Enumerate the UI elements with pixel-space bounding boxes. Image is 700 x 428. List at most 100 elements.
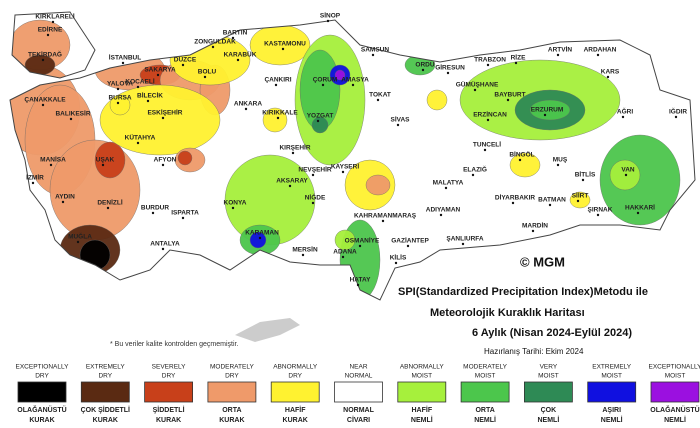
city-label: DENİZLİ bbox=[97, 199, 122, 207]
city-label: BURSA bbox=[108, 95, 131, 102]
legend-tr: NORMAL bbox=[343, 407, 374, 414]
city-label: GÜMÜŞHANE bbox=[456, 80, 499, 89]
city-label: BİLECİK bbox=[137, 92, 163, 100]
city-dot bbox=[244, 107, 248, 111]
legend-swatch bbox=[460, 381, 510, 403]
city-label: TEKİRDAĞ bbox=[28, 50, 62, 59]
city-label: SİVAS bbox=[390, 116, 410, 124]
city-dot bbox=[446, 71, 450, 75]
legend-en: ABNORMALLY bbox=[400, 364, 445, 371]
city-dot bbox=[136, 85, 140, 89]
city-dot bbox=[231, 36, 235, 40]
city-dot bbox=[471, 173, 475, 177]
city-label: SAKARYA bbox=[144, 67, 176, 74]
drought-area bbox=[262, 107, 288, 133]
drought-area bbox=[426, 89, 448, 111]
legend-swatch bbox=[17, 381, 67, 403]
legend-en: DRY bbox=[98, 373, 112, 380]
city-dot bbox=[311, 173, 315, 177]
city-dot bbox=[101, 163, 105, 167]
city-label: TRABZON bbox=[474, 57, 506, 64]
city-label: YOZGAT bbox=[307, 113, 334, 120]
city-label: KARABÜK bbox=[224, 50, 257, 59]
drought-area bbox=[334, 229, 356, 251]
legend-tr: CİVARI bbox=[347, 416, 370, 424]
prepared-date: Hazırlanış Tarihi: Ekim 2024 bbox=[484, 347, 584, 356]
city-label: SAMSUN bbox=[361, 47, 389, 54]
drought-area bbox=[49, 139, 141, 241]
legend-tr: NEMLİ bbox=[538, 416, 560, 424]
city-dot bbox=[596, 53, 600, 57]
city-dot bbox=[161, 163, 165, 167]
city-label: TOKAT bbox=[369, 92, 391, 99]
city-dot bbox=[106, 206, 110, 210]
city-dot bbox=[381, 219, 385, 223]
city-dot bbox=[46, 33, 50, 37]
city-label: BİNGÖL bbox=[509, 150, 534, 159]
city-dot bbox=[316, 119, 320, 123]
city-dot bbox=[439, 213, 443, 217]
city-dot bbox=[49, 163, 53, 167]
city-label: AMASYA bbox=[341, 77, 369, 84]
city-label: SİİRT bbox=[572, 192, 589, 200]
legend-swatch bbox=[144, 381, 194, 403]
legend-tr: HAFİF bbox=[285, 406, 306, 414]
city-label: ADANA bbox=[333, 249, 357, 256]
legend-en: DRY bbox=[162, 373, 176, 380]
city-label: KASTAMONU bbox=[264, 41, 306, 48]
city-dot bbox=[136, 141, 140, 145]
city-label: BURDUR bbox=[141, 205, 169, 212]
city-dot bbox=[311, 201, 315, 205]
city-dot bbox=[161, 247, 165, 251]
legend-en: SEVERELY bbox=[152, 364, 187, 371]
city-label: ANTALYA bbox=[150, 241, 180, 248]
city-label: KONYA bbox=[224, 200, 247, 207]
city-label: KAHRAMANMARAŞ bbox=[354, 213, 417, 220]
city-dot bbox=[483, 148, 487, 152]
city-dot bbox=[356, 283, 360, 287]
city-dot bbox=[621, 115, 625, 119]
city-label: ÇANAKKALE bbox=[24, 97, 66, 104]
legend-tr: KURAK bbox=[219, 417, 244, 424]
city-label: EDİRNE bbox=[38, 26, 63, 34]
city-label: BARTIN bbox=[223, 30, 248, 37]
drought-area bbox=[109, 94, 131, 116]
city-label: DİYARBAKIR bbox=[495, 194, 536, 202]
city-dot bbox=[351, 83, 355, 87]
legend-en: VERY bbox=[540, 364, 558, 371]
legend-swatch bbox=[650, 381, 700, 403]
city-label: ZONGULDAK bbox=[194, 39, 236, 46]
city-label: ELAZIĞ bbox=[463, 165, 487, 174]
city-dot bbox=[674, 115, 678, 119]
legend-en: EXTREMELY bbox=[592, 364, 632, 371]
legend-tr: KURAK bbox=[283, 417, 308, 424]
city-dot bbox=[341, 255, 345, 259]
city-dot bbox=[31, 181, 35, 185]
city-label: MUĞLA bbox=[68, 232, 92, 241]
city-label: MUŞ bbox=[553, 157, 568, 164]
city-dot bbox=[624, 173, 628, 177]
city-dot bbox=[321, 83, 325, 87]
city-dot bbox=[76, 240, 80, 244]
city-label: ŞIRNAK bbox=[588, 207, 613, 214]
drought-area bbox=[529, 99, 571, 121]
drought-area bbox=[509, 152, 541, 178]
city-dot bbox=[394, 261, 398, 265]
legend-en: ABNORMALLY bbox=[273, 364, 318, 371]
city-label: ERZURUM bbox=[531, 107, 564, 114]
legend-swatch bbox=[270, 381, 320, 403]
city-dot bbox=[69, 117, 73, 121]
city-dot bbox=[291, 151, 295, 155]
city-label: SİNOP bbox=[320, 12, 341, 20]
city-label: ERZİNCAN bbox=[473, 111, 507, 119]
city-dot bbox=[41, 103, 45, 107]
city-dot bbox=[203, 75, 207, 79]
city-label: ANKARA bbox=[234, 101, 262, 108]
city-label: MARDİN bbox=[522, 222, 548, 230]
drought-area bbox=[334, 69, 346, 81]
city-dot bbox=[51, 20, 55, 24]
city-dot bbox=[371, 53, 375, 57]
city-dot bbox=[211, 45, 215, 49]
city-dot bbox=[274, 83, 278, 87]
city-dot bbox=[556, 163, 560, 167]
